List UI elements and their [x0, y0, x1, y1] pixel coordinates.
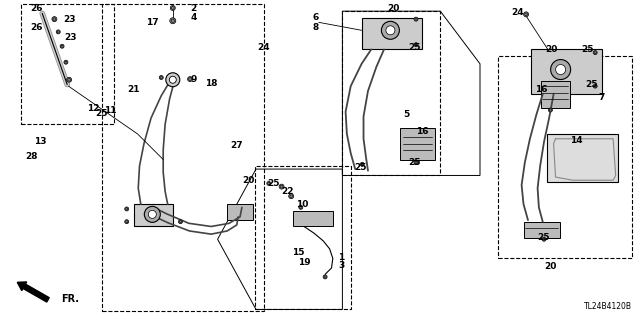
Text: TL24B4120B: TL24B4120B	[584, 302, 632, 311]
Circle shape	[125, 207, 129, 211]
Circle shape	[289, 194, 294, 199]
Text: 25: 25	[268, 179, 280, 188]
Circle shape	[188, 77, 193, 82]
Text: 11: 11	[104, 106, 116, 115]
Circle shape	[548, 108, 552, 112]
Text: 16: 16	[416, 127, 429, 136]
Circle shape	[360, 162, 364, 166]
Circle shape	[593, 51, 597, 55]
Text: 20: 20	[544, 262, 557, 271]
Circle shape	[524, 12, 529, 17]
Text: 15: 15	[292, 248, 305, 257]
Circle shape	[381, 21, 399, 39]
Circle shape	[64, 60, 68, 64]
Text: 25: 25	[585, 80, 598, 89]
Text: 5: 5	[403, 110, 410, 119]
Text: 25: 25	[95, 109, 108, 118]
Text: 12: 12	[87, 104, 100, 113]
Text: 6: 6	[312, 13, 319, 22]
FancyArrow shape	[17, 282, 49, 302]
Circle shape	[148, 210, 156, 219]
Text: 27: 27	[230, 141, 243, 150]
Bar	[227, 204, 253, 220]
Circle shape	[593, 84, 597, 88]
Bar	[134, 204, 173, 226]
Circle shape	[159, 76, 163, 79]
Text: 7: 7	[598, 93, 605, 102]
Circle shape	[386, 26, 395, 35]
Text: 4: 4	[190, 13, 196, 22]
Bar	[342, 11, 440, 175]
Circle shape	[414, 43, 418, 47]
Text: 26: 26	[30, 4, 43, 13]
Text: 23: 23	[63, 15, 76, 24]
Text: 16: 16	[534, 85, 547, 94]
Text: 25: 25	[408, 43, 421, 52]
Circle shape	[414, 161, 418, 165]
Circle shape	[56, 30, 60, 34]
Text: 24: 24	[257, 43, 270, 52]
Circle shape	[556, 64, 566, 75]
Text: 22: 22	[282, 187, 294, 196]
Circle shape	[279, 184, 284, 189]
Text: 20: 20	[545, 45, 558, 54]
Bar	[102, 4, 264, 311]
Text: 28: 28	[26, 152, 38, 161]
Text: 8: 8	[312, 23, 319, 32]
Circle shape	[179, 220, 182, 224]
Bar	[547, 134, 618, 182]
Circle shape	[323, 275, 327, 279]
Circle shape	[145, 206, 160, 222]
Circle shape	[67, 77, 72, 82]
Bar	[524, 222, 560, 238]
Text: 23: 23	[64, 33, 77, 42]
Text: FR.: FR.	[61, 294, 79, 304]
Text: 18: 18	[205, 79, 218, 88]
Circle shape	[299, 205, 303, 209]
Circle shape	[414, 17, 418, 21]
Text: 10: 10	[296, 200, 308, 209]
Text: 14: 14	[570, 136, 582, 145]
Text: 25: 25	[408, 158, 421, 167]
Bar	[498, 56, 632, 258]
Text: 1: 1	[338, 253, 344, 262]
Text: 25: 25	[581, 45, 594, 54]
Bar	[293, 211, 333, 226]
Text: 21: 21	[127, 85, 140, 94]
Bar	[400, 128, 435, 160]
Bar	[255, 166, 351, 309]
Bar	[21, 4, 114, 124]
Text: 24: 24	[511, 8, 524, 17]
Circle shape	[60, 44, 64, 48]
Bar	[362, 18, 422, 49]
Circle shape	[170, 18, 176, 24]
Circle shape	[170, 76, 176, 83]
Text: 26: 26	[30, 23, 43, 32]
Text: 20: 20	[387, 4, 399, 13]
Text: 13: 13	[34, 137, 47, 146]
Text: 17: 17	[146, 18, 159, 27]
Bar	[531, 49, 602, 94]
Text: 25: 25	[538, 233, 550, 242]
Circle shape	[542, 237, 546, 241]
Circle shape	[170, 5, 175, 11]
Bar	[541, 81, 570, 108]
Circle shape	[550, 60, 571, 79]
Circle shape	[125, 220, 129, 224]
Text: 19: 19	[298, 258, 311, 267]
Circle shape	[52, 17, 57, 22]
Text: 20: 20	[242, 176, 255, 185]
Text: 2: 2	[190, 4, 196, 13]
Text: 3: 3	[338, 261, 344, 270]
Text: 9: 9	[191, 75, 197, 84]
Circle shape	[267, 182, 271, 185]
Text: 25: 25	[354, 163, 367, 172]
Circle shape	[166, 73, 180, 87]
